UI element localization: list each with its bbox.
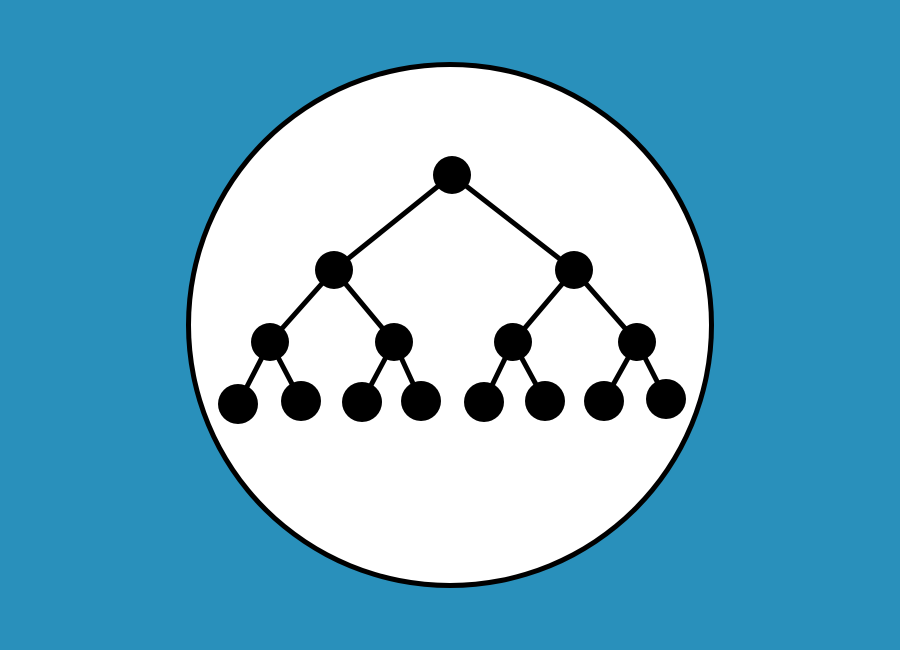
tree-edges bbox=[235, 172, 669, 407]
tree-nodes bbox=[218, 156, 686, 424]
tree-node bbox=[251, 323, 289, 361]
tree-node bbox=[375, 323, 413, 361]
tree-leaf-node bbox=[401, 381, 441, 421]
tree-leaf-node bbox=[525, 381, 565, 421]
tree-leaf-node bbox=[464, 382, 504, 422]
tree-edge bbox=[449, 172, 577, 273]
tree-node bbox=[315, 251, 353, 289]
tree-leaf-node bbox=[584, 381, 624, 421]
tree-node bbox=[555, 251, 593, 289]
tree-node bbox=[618, 323, 656, 361]
tree-node bbox=[494, 323, 532, 361]
tree-leaf-node bbox=[342, 382, 382, 422]
tree-leaf-node bbox=[218, 384, 258, 424]
tree-root-node bbox=[433, 156, 471, 194]
tree-leaf-node bbox=[281, 381, 321, 421]
tree-edge bbox=[331, 172, 455, 273]
tree-leaf-node bbox=[646, 379, 686, 419]
